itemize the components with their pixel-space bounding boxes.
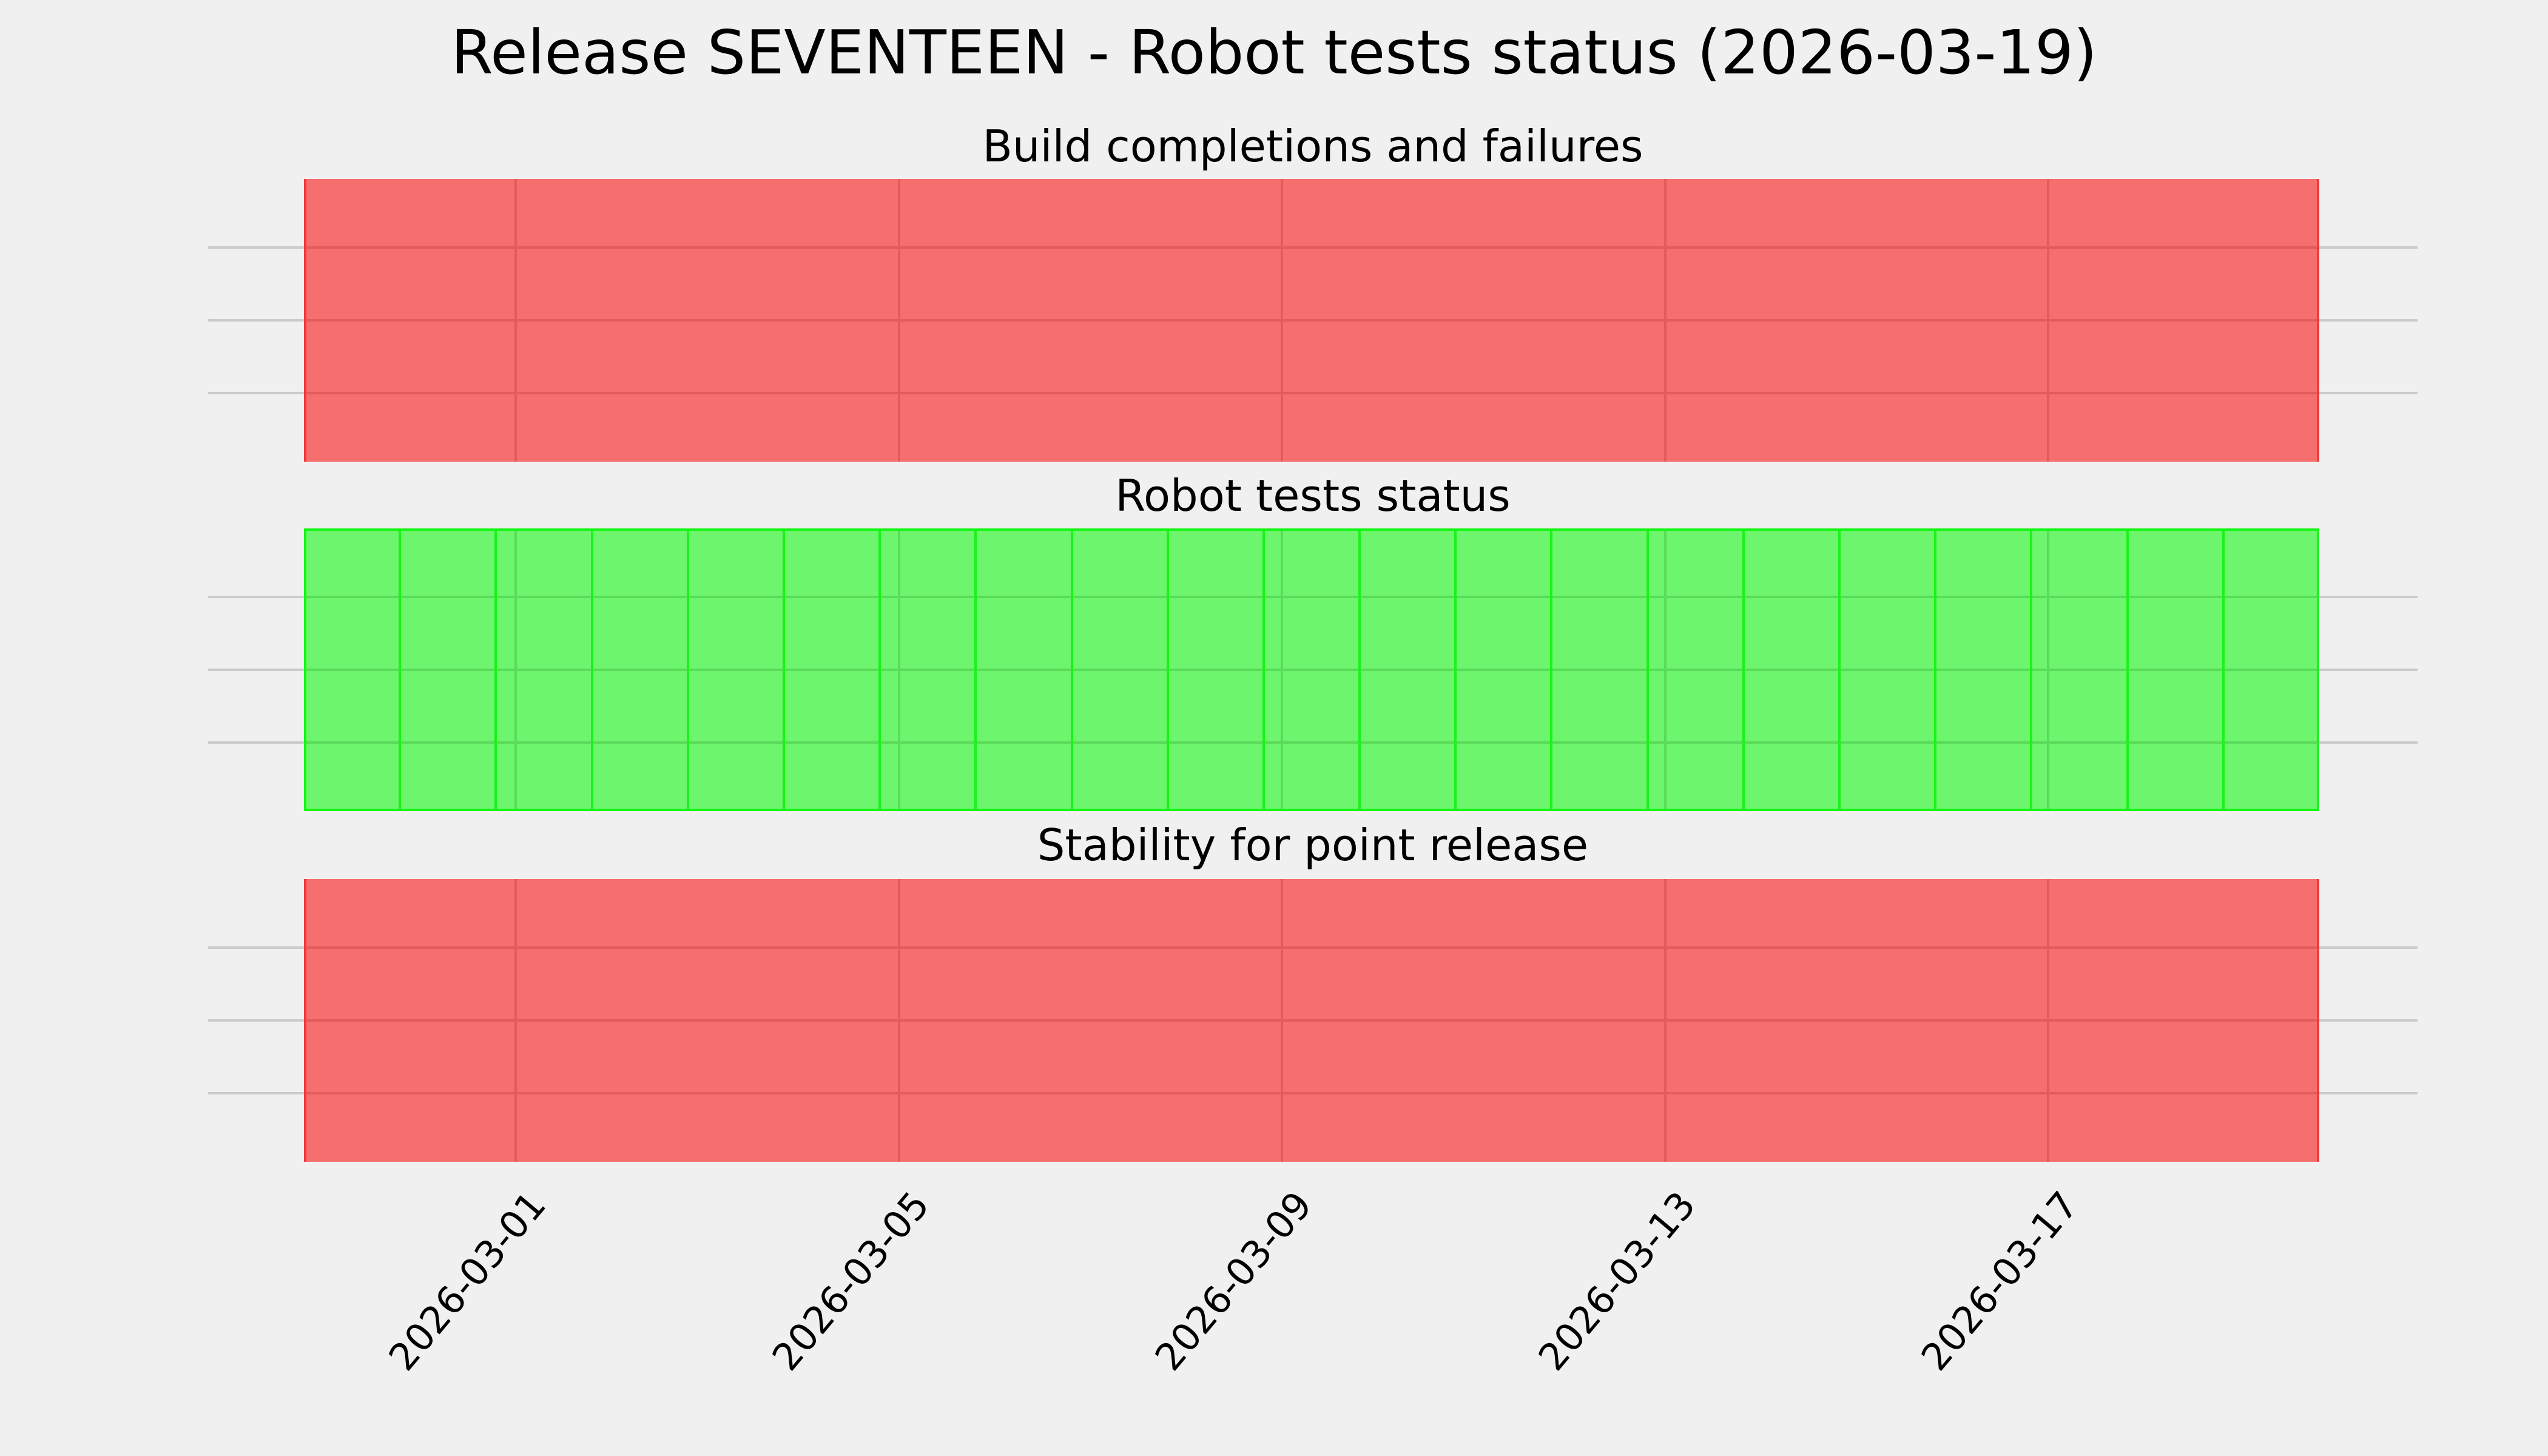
panel-title-robot: Robot tests status [1115, 470, 1511, 521]
panel-title-build: Build completions and failures [982, 121, 1643, 172]
gridline-overlay-horizontal [306, 596, 2317, 598]
gridline-overlay-horizontal [306, 392, 2317, 394]
day-line [1646, 531, 1649, 809]
day-line [399, 531, 401, 809]
gridline-overlay-horizontal [306, 246, 2317, 249]
status-band-passing [304, 528, 2319, 811]
gridline-overlay-vertical [514, 879, 517, 1162]
gridline-overlay-vertical [1664, 531, 1667, 809]
gridline-overlay-horizontal [306, 1092, 2317, 1094]
gridline-overlay-horizontal [306, 1019, 2317, 1022]
day-line [974, 531, 977, 809]
day-line [1838, 531, 1841, 809]
gridline-overlay-horizontal [306, 669, 2317, 671]
panel-axes-build [208, 179, 2418, 462]
gridline-overlay-vertical [514, 531, 517, 809]
day-line [591, 531, 593, 809]
day-line [2126, 531, 2129, 809]
day-line [1454, 531, 1457, 809]
gridline-overlay-vertical [2047, 179, 2049, 462]
day-line [1550, 531, 1552, 809]
day-line [878, 531, 881, 809]
gridline-overlay-vertical [1281, 531, 1283, 809]
day-line [2222, 531, 2225, 809]
gridline-overlay-horizontal [306, 946, 2317, 949]
day-line [687, 531, 689, 809]
day-line [494, 531, 497, 809]
gridline-overlay-vertical [514, 179, 517, 462]
gridline-overlay-vertical [1664, 179, 1667, 462]
day-line [1167, 531, 1169, 809]
day-line [1071, 531, 1073, 809]
gridline-overlay-vertical [898, 179, 900, 462]
panel-axes-stability [208, 879, 2418, 1162]
figure-title: Release SEVENTEEN - Robot tests status (… [451, 17, 2097, 88]
gridline-overlay-vertical [2047, 879, 2049, 1162]
panel-title-stability: Stability for point release [1037, 820, 1589, 871]
gridline-overlay-vertical [898, 879, 900, 1162]
gridline-overlay-horizontal [306, 319, 2317, 322]
gridline-overlay-horizontal [306, 741, 2317, 744]
gridline-overlay-vertical [1664, 879, 1667, 1162]
panel-axes-robot [208, 528, 2418, 811]
day-line [2030, 531, 2032, 809]
status-band-failing [304, 879, 2319, 1162]
gridline-overlay-vertical [2047, 531, 2049, 809]
gridline-overlay-vertical [898, 531, 900, 809]
day-line [1742, 531, 1745, 809]
day-line [1262, 531, 1265, 809]
day-line [1358, 531, 1361, 809]
day-line [783, 531, 785, 809]
gridline-overlay-vertical [1281, 879, 1283, 1162]
status-band-failing [304, 179, 2319, 462]
day-line [1934, 531, 1936, 809]
gridline-overlay-vertical [1281, 179, 1283, 462]
